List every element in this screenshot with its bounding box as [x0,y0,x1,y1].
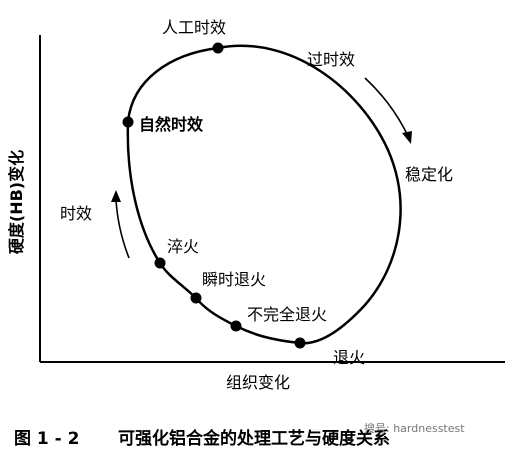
over-aging-arrow [364,77,409,137]
over-aging-arrowhead [402,131,412,144]
point-quench [154,257,166,269]
aging-arrow [115,199,130,259]
label-flash-anneal: 瞬时退火 [202,270,266,289]
caption-title: 可强化铝合金的处理工艺与硬度关系 [118,428,390,449]
label-aging: 时效 [60,204,92,223]
point-partial-anneal [230,320,242,332]
point-artificial-aging [212,42,224,54]
label-artificial-aging: 人工时效 [162,18,226,37]
point-flash-anneal [190,292,202,304]
point-anneal [294,337,306,349]
process-cycle-curve [126,44,402,345]
point-natural-aging [122,116,134,128]
label-stabilization: 稳定化 [405,165,453,184]
watermark-text: 搜号: hardnesstest [364,421,465,435]
label-anneal: 退火 [333,348,365,367]
label-quench: 淬火 [167,237,199,256]
label-over-aging: 过时效 [307,50,355,69]
aging-arrowhead [111,190,121,202]
caption-number: 图 1 - 2 [14,429,79,449]
label-partial-anneal: 不完全退火 [247,305,327,324]
label-natural-aging: 自然时效 [139,115,203,134]
y-axis-label: 硬度(HB)变化 [7,150,26,254]
x-axis-label: 组织变化 [226,373,290,392]
